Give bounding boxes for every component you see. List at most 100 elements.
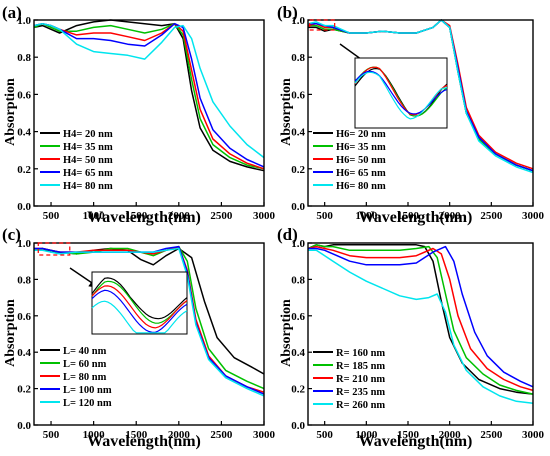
panel-label: (c) <box>2 225 21 244</box>
x-tick-label: 500 <box>43 210 60 222</box>
x-tick-label: 1000 <box>355 429 378 441</box>
plot-frame <box>33 19 265 207</box>
legend-label: L= 40 nm <box>63 346 107 357</box>
y-tick-label: 0.2 <box>17 164 31 176</box>
x-tick-label: 3000 <box>522 210 545 222</box>
x-tick-label: 500 <box>316 210 333 222</box>
plot-frame <box>307 242 534 426</box>
legend-label: H4= 65 nm <box>63 168 113 179</box>
x-tick-label: 500 <box>316 429 333 441</box>
y-axis-label: Absorption <box>279 299 294 367</box>
y-tick-label: 0.8 <box>291 274 305 286</box>
legend-label: L= 60 nm <box>63 359 107 370</box>
x-tick-label: 3000 <box>253 429 276 441</box>
series-line-1 <box>307 244 534 395</box>
legend-label: H6= 20 nm <box>336 129 386 140</box>
x-tick-label: 2500 <box>480 210 503 222</box>
panel-2: 500 1000 1500 2000 2500 3000 0.0 0.2 0.4 0.6 0.8 1.… <box>2 225 276 450</box>
x-tick-label: 3000 <box>253 210 276 222</box>
y-tick-label: 0.0 <box>291 201 305 213</box>
x-axis-label: Wavelength(nm) <box>87 433 201 450</box>
panel-0: 500 1000 1500 2000 2500 3000 0.0 0.2 0.4 0.6 0.8 1.… <box>2 3 276 226</box>
x-tick-label: 2000 <box>168 210 191 222</box>
x-tick-label: 2000 <box>439 210 462 222</box>
x-tick-label: 1000 <box>83 429 106 441</box>
legend-label: H6= 80 nm <box>336 181 386 192</box>
panel-1: 500 1000 1500 2000 2500 3000 0.0 0.2 0.4 0.6 0.8 1.… <box>277 3 545 226</box>
plot-frame <box>33 242 265 426</box>
inset-series-line-2 <box>354 66 448 116</box>
y-tick-label: 1.0 <box>17 238 31 250</box>
inset-series-line-1 <box>91 280 188 324</box>
legend-label: R= 235 nm <box>336 387 385 398</box>
inset-series-line-4 <box>354 71 448 120</box>
y-tick-label: 0.0 <box>291 420 305 432</box>
x-tick-label: 500 <box>43 429 60 441</box>
series-line-3 <box>308 245 534 388</box>
y-tick-label: 0.0 <box>17 201 31 213</box>
y-tick-label: 0.2 <box>17 384 31 396</box>
y-tick-label: 0.4 <box>17 127 31 139</box>
plot-frame <box>307 19 534 207</box>
y-tick-label: 1.0 <box>17 15 31 27</box>
series-line-4 <box>33 22 265 159</box>
y-tick-label: 0.4 <box>291 347 305 359</box>
legend-label: H4= 50 nm <box>63 155 113 166</box>
y-tick-label: 0.6 <box>291 89 305 101</box>
inset-frame <box>91 271 188 335</box>
legend-label: H4= 20 nm <box>63 129 113 140</box>
legend-label: R= 185 nm <box>336 361 385 372</box>
legend-label: R= 260 nm <box>336 400 385 411</box>
panel-label: (b) <box>277 3 298 22</box>
inset-series-line-4 <box>91 300 188 334</box>
x-tick-label: 1500 <box>125 429 148 441</box>
y-tick-label: 1.0 <box>291 238 305 250</box>
x-tick-label: 1500 <box>397 429 420 441</box>
y-axis-label: Absorption <box>3 78 18 146</box>
series-line-0 <box>33 19 265 172</box>
panel-label: (d) <box>277 225 298 244</box>
series-line-0 <box>307 244 534 395</box>
panel-label: (a) <box>2 3 22 22</box>
inset-series-line-0 <box>91 277 188 320</box>
panel-3: 500 1000 1500 2000 2500 3000 0.0 0.2 0.4 0.6 0.8 1.… <box>277 225 545 450</box>
x-tick-label: 1500 <box>125 210 148 222</box>
x-tick-label: 2500 <box>210 429 233 441</box>
x-tick-label: 2500 <box>210 210 233 222</box>
inset-series-line-3 <box>354 70 448 115</box>
x-tick-label: 1000 <box>83 210 106 222</box>
legend-label: H6= 50 nm <box>336 155 386 166</box>
y-tick-label: 1.0 <box>291 15 305 27</box>
zoom-region-box <box>37 242 71 256</box>
y-tick-label: 0.6 <box>17 89 31 101</box>
legend-label: L= 100 nm <box>63 385 112 396</box>
x-tick-label: 2000 <box>439 429 462 441</box>
y-tick-label: 0.2 <box>291 384 305 396</box>
series-line-4 <box>34 247 265 397</box>
legend-label: R= 160 nm <box>336 348 385 359</box>
y-tick-label: 0.8 <box>291 52 305 64</box>
x-axis-label: Wavelength(nm) <box>359 433 473 450</box>
series-line-4 <box>308 249 534 404</box>
legend-label: H6= 35 nm <box>336 142 386 153</box>
inset-series-line-2 <box>91 285 188 329</box>
series-line-2 <box>307 245 534 392</box>
y-tick-label: 0.8 <box>17 274 31 286</box>
legend-label: H6= 65 nm <box>336 168 386 179</box>
y-tick-label: 0.4 <box>17 347 31 359</box>
x-axis-label: Wavelength(nm) <box>87 209 201 226</box>
series-line-4 <box>307 19 534 174</box>
y-tick-label: 0.6 <box>17 311 31 323</box>
x-tick-label: 3000 <box>522 429 545 441</box>
x-tick-label: 1500 <box>397 210 420 222</box>
x-tick-label: 2500 <box>480 429 503 441</box>
x-axis-label: Wavelength(nm) <box>359 209 473 226</box>
y-tick-label: 0.0 <box>17 420 31 432</box>
legend-label: R= 210 nm <box>336 374 385 385</box>
x-tick-label: 1000 <box>355 210 378 222</box>
legend-label: L= 120 nm <box>63 398 112 409</box>
legend-label: H4= 35 nm <box>63 142 113 153</box>
y-tick-label: 0.8 <box>17 52 31 64</box>
legend-label: L= 80 nm <box>63 372 107 383</box>
